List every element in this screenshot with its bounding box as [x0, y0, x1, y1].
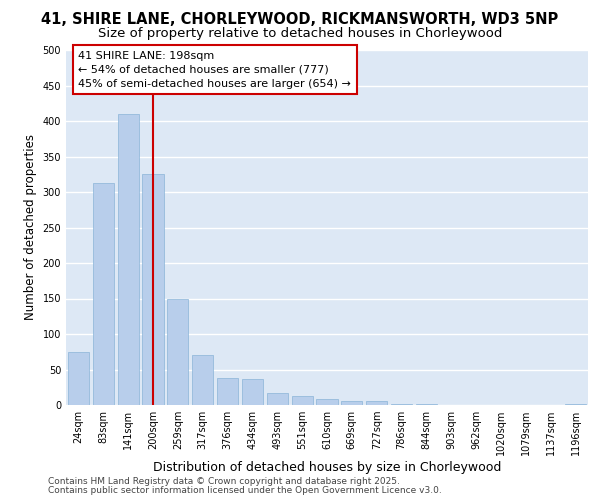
Bar: [167, 298, 188, 405]
Bar: [316, 398, 338, 405]
Bar: [142, 174, 164, 405]
Bar: [366, 400, 387, 405]
Bar: [341, 402, 362, 405]
Bar: [93, 183, 114, 405]
Bar: [242, 380, 263, 405]
Text: Contains HM Land Registry data © Crown copyright and database right 2025.: Contains HM Land Registry data © Crown c…: [48, 477, 400, 486]
X-axis label: Distribution of detached houses by size in Chorleywood: Distribution of detached houses by size …: [153, 461, 501, 474]
Text: 41, SHIRE LANE, CHORLEYWOOD, RICKMANSWORTH, WD3 5NP: 41, SHIRE LANE, CHORLEYWOOD, RICKMANSWOR…: [41, 12, 559, 28]
Bar: [118, 114, 139, 405]
Bar: [565, 404, 586, 405]
Bar: [416, 404, 437, 405]
Text: Contains public sector information licensed under the Open Government Licence v3: Contains public sector information licen…: [48, 486, 442, 495]
Bar: [391, 404, 412, 405]
Bar: [192, 356, 213, 405]
Text: 41 SHIRE LANE: 198sqm
← 54% of detached houses are smaller (777)
45% of semi-det: 41 SHIRE LANE: 198sqm ← 54% of detached …: [79, 50, 352, 88]
Bar: [68, 352, 89, 405]
Bar: [267, 393, 288, 405]
Bar: [292, 396, 313, 405]
Y-axis label: Number of detached properties: Number of detached properties: [24, 134, 37, 320]
Bar: [217, 378, 238, 405]
Text: Size of property relative to detached houses in Chorleywood: Size of property relative to detached ho…: [98, 28, 502, 40]
